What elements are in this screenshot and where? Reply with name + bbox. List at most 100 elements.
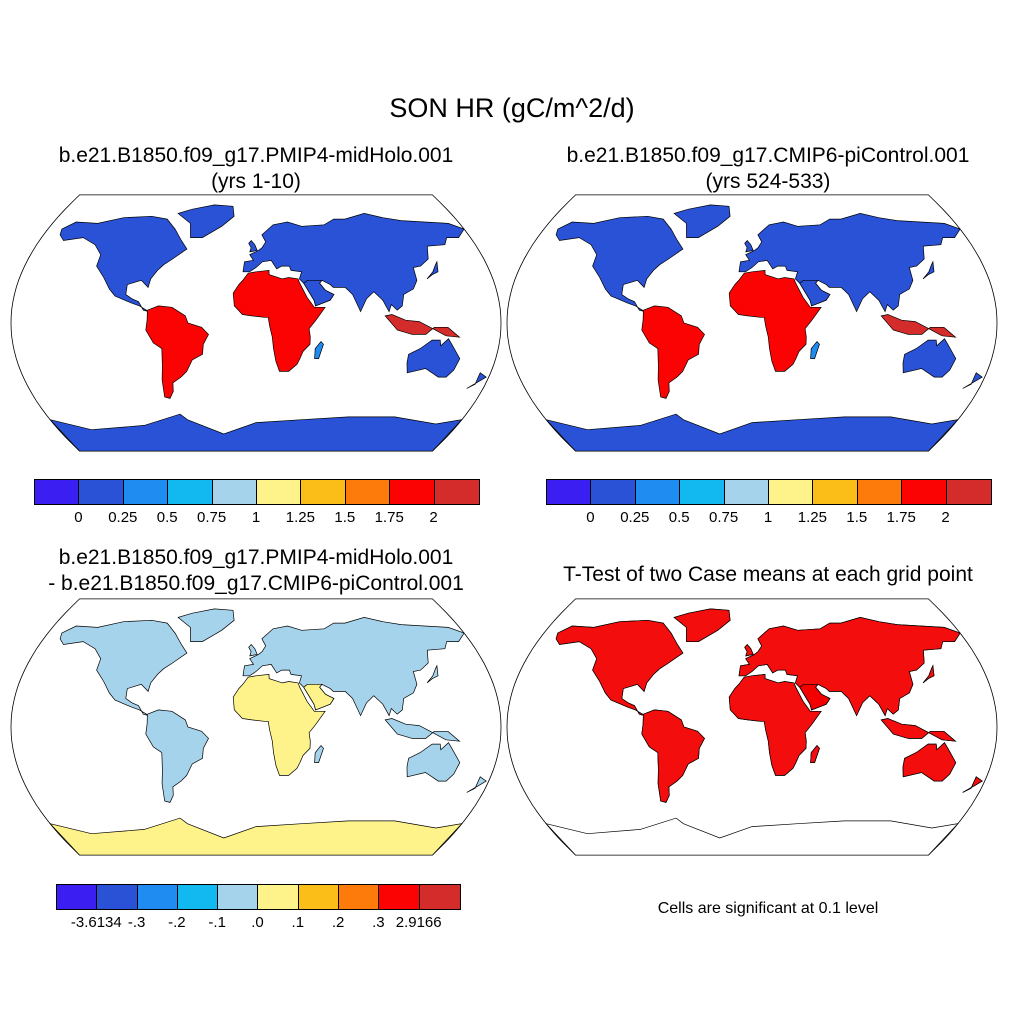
significant-cells-uk <box>744 643 754 657</box>
panel-2-title-line1: b.e21.B1850.f09_g17.CMIP6-piControl.001 <box>566 144 970 167</box>
landmass-antarctica <box>545 413 959 452</box>
panel-3-title-line2: - b.e21.B1850.f09_g17.CMIP6-piControl.00… <box>48 572 464 595</box>
colorbar-swatch <box>212 480 257 504</box>
landmass-greenland <box>673 204 731 238</box>
landmass-northAmerica <box>59 619 188 716</box>
colorbar-tick-label: 0.5 <box>668 509 690 526</box>
colorbar-tick-label: 0.5 <box>156 509 178 526</box>
colorbar-tick-label: 1.5 <box>846 509 868 526</box>
colorbar-swatch <box>379 885 420 909</box>
colorbar-tick-label: -3.6134 <box>70 914 122 931</box>
landmass-indonesia <box>384 718 461 742</box>
colorbar-swatch <box>256 480 302 504</box>
colorbar-tick-label: -.3 <box>127 914 146 931</box>
colorbar-swatch <box>298 885 340 909</box>
landmass-africa <box>728 270 822 372</box>
colorbar-swatch <box>813 480 858 504</box>
landmass-eurasia <box>242 617 465 717</box>
colorbar-swatch <box>177 885 219 909</box>
landmass-antarctica <box>545 817 959 856</box>
colorbar-swatch <box>768 480 814 504</box>
landmass-greenland <box>177 204 235 238</box>
significant-cells-indonesia <box>880 718 957 742</box>
significant-cells-nz <box>962 776 983 793</box>
colorbar-swatch <box>902 480 947 504</box>
colorbar-tick-label: -.1 <box>208 914 226 931</box>
colorbar-tick-label: .1 <box>291 914 305 931</box>
landmass-southAmerica <box>641 305 705 399</box>
colorbar-swatch <box>635 480 681 504</box>
panel-2-title: b.e21.B1850.f09_g17.CMIP6-piControl.001 … <box>512 143 1024 195</box>
landmass-australia <box>902 338 957 378</box>
panel-3-title-line1: b.e21.B1850.f09_g17.PMIP4-midHolo.001 <box>58 546 454 569</box>
panel-1-title-line2: (yrs 1-10) <box>211 170 301 193</box>
landmass-arabia <box>799 279 831 307</box>
landmass-northAmerica <box>555 215 684 312</box>
colorbar-swatch <box>35 480 80 504</box>
landmass-australia <box>406 338 461 378</box>
landmass-eurasia <box>242 213 465 313</box>
panel-1-title: b.e21.B1850.f09_g17.PMIP4-midHolo.001 (y… <box>0 143 512 195</box>
landmass-southAmerica <box>145 709 209 803</box>
colorbar-tick-label: 0.25 <box>108 509 138 526</box>
landmass-madagascar <box>810 340 820 359</box>
landmass-nz <box>466 372 487 389</box>
landmass-indonesia <box>880 314 957 338</box>
significant-cells-northAmerica <box>555 619 684 716</box>
landmass-arabia <box>303 683 335 711</box>
colorbar-tick-label: 0.75 <box>708 509 739 526</box>
colorbar-tick-label: -.2 <box>168 914 186 931</box>
landmass-africa <box>232 674 326 776</box>
panel-4-title: T-Test of two Case means at each grid po… <box>512 562 1024 588</box>
landmass-africa <box>232 270 326 372</box>
landmass-antarctica <box>49 817 463 856</box>
landmass-uk <box>248 643 258 657</box>
landmass-australia <box>406 742 461 782</box>
landmass-southAmerica <box>145 305 209 399</box>
landmass-japan <box>426 260 439 280</box>
colorbar-tick-label: 1.75 <box>374 509 404 526</box>
colorbar-swatch <box>419 885 460 909</box>
colorbar-tick-label: 1.25 <box>797 509 827 526</box>
significant-cells-greenland <box>673 608 731 642</box>
significant-cells-eurasia <box>738 617 961 717</box>
landmass-madagascar <box>314 340 324 359</box>
colorbar-swatch <box>168 480 213 504</box>
figure-title: SON HR (gC/m^2/d) <box>389 93 635 123</box>
significant-cells-africa <box>728 674 822 776</box>
landmass-japan <box>426 664 439 684</box>
landmass-indonesia <box>384 314 461 338</box>
landmass-eurasia <box>738 213 961 313</box>
panel-2-title-line2: (yrs 524-533) <box>705 170 831 193</box>
colorbar-tick-label: .3 <box>372 914 385 931</box>
significant-cells-madagascar <box>810 744 820 763</box>
colorbar-tick-label: 0.25 <box>620 509 650 526</box>
significant-cells-japan <box>922 664 935 684</box>
significant-cells-australia <box>902 742 957 782</box>
colorbar-swatch <box>79 480 124 504</box>
colorbar-tick-label: 2 <box>941 509 950 526</box>
map-picontrol <box>506 194 998 452</box>
landmass-uk <box>248 239 258 253</box>
colorbar-tick-label: 2.9166 <box>395 914 442 931</box>
landmass-nz <box>466 776 487 793</box>
map-midholo <box>10 194 502 452</box>
landmass-northAmerica <box>59 215 188 312</box>
colorbar-tick-label: 1.5 <box>334 509 356 526</box>
colorbar-swatch <box>97 885 138 909</box>
landmass-uk <box>744 239 754 253</box>
colorbar-tick-label: 0.75 <box>196 509 227 526</box>
colorbar-tick-label: .2 <box>331 914 345 931</box>
colorbar-swatch <box>946 480 991 504</box>
colorbar-tick-label: 1 <box>251 509 261 526</box>
colorbar-swatch <box>137 885 178 909</box>
landmass-japan <box>922 260 935 280</box>
map-difference <box>10 598 502 856</box>
colorbar-swatch <box>434 480 479 504</box>
colorbar-tick-label: .0 <box>251 914 264 931</box>
colorbar-swatch <box>301 480 346 504</box>
panel-3-title: b.e21.B1850.f09_g17.PMIP4-midHolo.001 - … <box>0 545 512 597</box>
colorbar-swatch <box>345 480 391 504</box>
landmass-madagascar <box>314 744 324 763</box>
colorbar-swatch <box>57 885 98 909</box>
